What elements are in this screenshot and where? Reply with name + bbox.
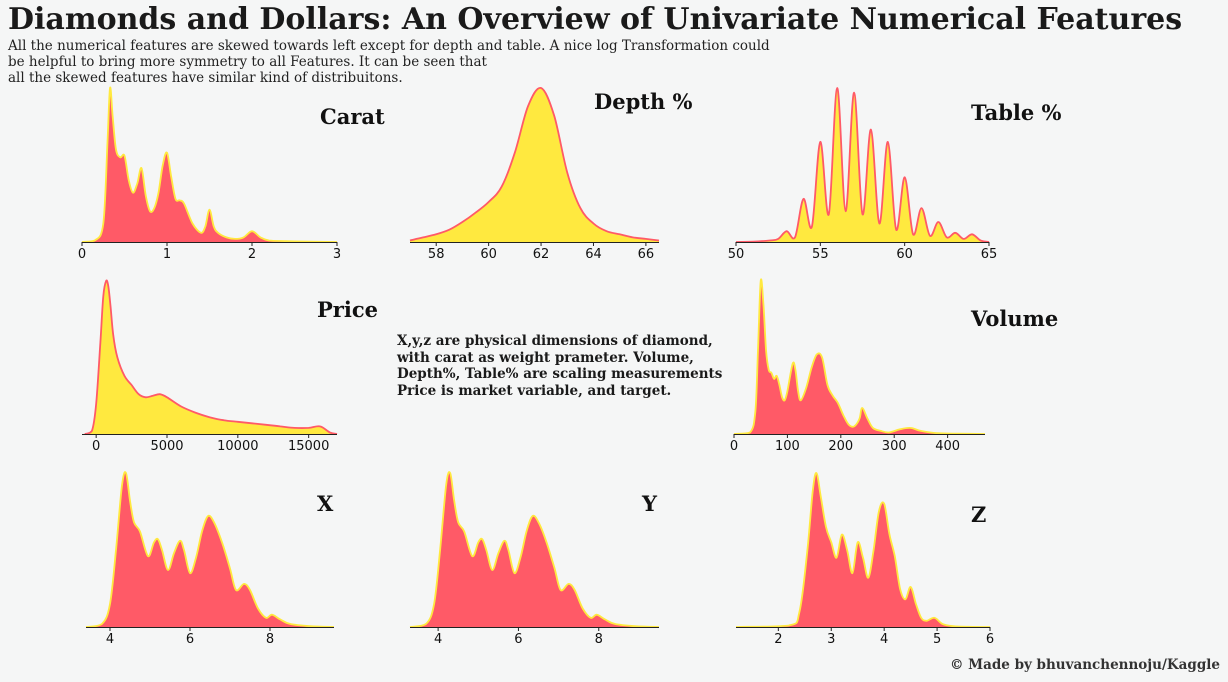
panel-z: 2 3 4 5 6 Z (735, 472, 994, 647)
panel-title: X (317, 491, 334, 516)
panel-title: Y (641, 491, 658, 516)
density-line (733, 278, 986, 435)
page-title: Diamonds and Dollars: An Overview of Uni… (8, 2, 1183, 37)
x-tick-label: 10000 (217, 439, 258, 454)
density-line (85, 471, 335, 628)
panel-volume: 0 100 200 300 400 Volume (730, 278, 1058, 454)
density-line (409, 87, 660, 242)
annotation-note: X,y,z are physical dimensions of diamond… (397, 333, 723, 399)
x-tick-label: 200 (828, 439, 853, 454)
page-subtitle: All the numerical features are skewed to… (8, 38, 770, 86)
x-tick-label: 4 (880, 632, 888, 647)
panel-title: Price (317, 297, 378, 322)
x-tick-label: 6 (186, 632, 194, 647)
density-area (734, 279, 985, 434)
x-tick-label: 8 (595, 632, 603, 647)
x-tick-label: 66 (638, 247, 655, 262)
x-tick-label: 50 (728, 247, 745, 262)
density-line (735, 472, 991, 628)
x-tick-label: 6 (986, 632, 994, 647)
x-tick-label: 60 (480, 247, 497, 262)
panel-y: 4 6 8 Y (409, 471, 660, 647)
panel-price: 0 5000 10000 15000 Price (82, 279, 378, 454)
x-tick-label: 65 (981, 247, 998, 262)
credit-text: © Made by bhuvanchennoju/Kaggle (949, 657, 1220, 673)
x-tick-label: 4 (106, 632, 114, 647)
x-tick-label: 0 (730, 439, 738, 454)
density-area (736, 472, 990, 627)
x-tick-label: 5 (933, 632, 941, 647)
panel-title: Depth % (594, 89, 693, 114)
density-area (736, 87, 989, 243)
x-tick-label: 8 (266, 632, 274, 647)
x-tick-label: 58 (428, 247, 445, 262)
x-tick-label: 0 (92, 439, 100, 454)
density-area (82, 87, 337, 242)
panel-title: Table % (971, 100, 1062, 125)
x-tick-label: 5000 (150, 439, 183, 454)
density-area (410, 472, 659, 627)
x-tick-label: 55 (812, 247, 829, 262)
x-tick-label: 60 (896, 247, 913, 262)
x-tick-label: 3 (333, 247, 341, 262)
x-tick-label: 1 (163, 247, 171, 262)
x-tick-label: 0 (78, 247, 86, 262)
x-tick-label: 62 (533, 247, 550, 262)
density-line (409, 471, 660, 628)
x-tick-label: 2 (248, 247, 256, 262)
x-tick-label: 2 (774, 632, 782, 647)
density-line (81, 86, 338, 243)
density-area (86, 472, 334, 627)
panel-title: Z (971, 502, 986, 527)
x-tick-label: 3 (827, 632, 835, 647)
density-line (735, 87, 990, 243)
panel-title: Carat (320, 104, 385, 129)
x-tick-label: 300 (882, 439, 907, 454)
panel-x: 4 6 8 X (85, 471, 335, 647)
panel-title: Volume (970, 306, 1058, 331)
x-tick-label: 100 (775, 439, 800, 454)
panel-carat: 0 1 2 3 Carat (78, 86, 385, 262)
density-area (410, 87, 659, 242)
panel-depth: 58 60 62 64 66 Depth % (409, 87, 693, 262)
x-tick-label: 64 (585, 247, 602, 262)
x-tick-label: 400 (935, 439, 960, 454)
density-line (84, 279, 338, 435)
x-tick-label: 4 (434, 632, 442, 647)
x-tick-label: 15000 (288, 439, 329, 454)
panel-table: 50 55 60 65 Table % (728, 87, 1062, 262)
density-area (84, 280, 337, 434)
x-tick-label: 6 (514, 632, 522, 647)
